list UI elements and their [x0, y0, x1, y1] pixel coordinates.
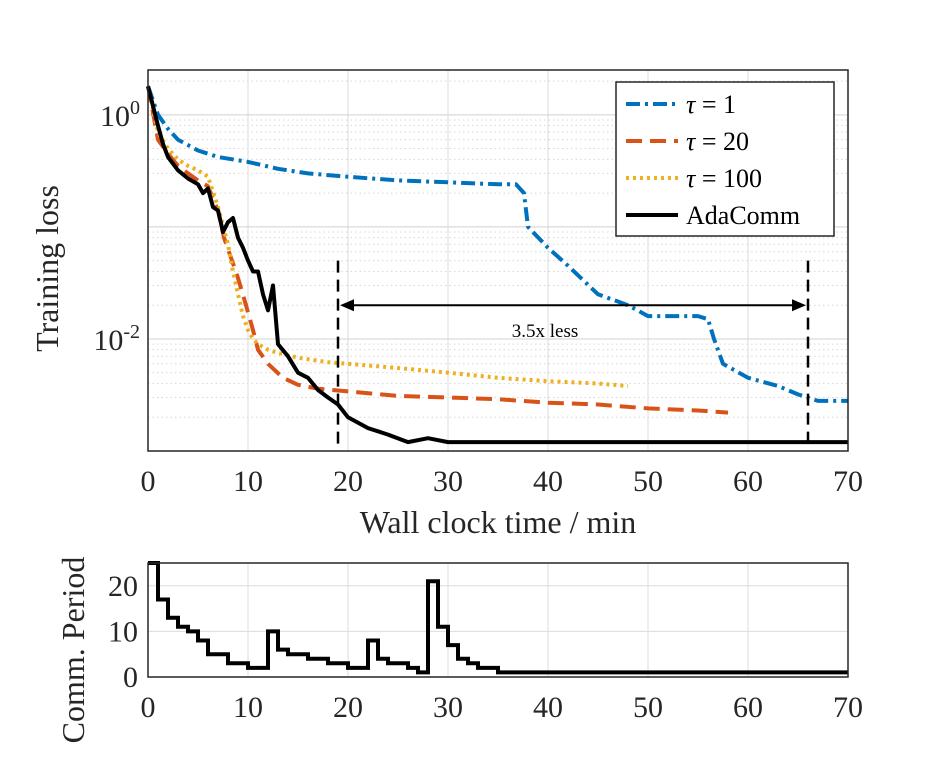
top-y-tick: 100	[100, 97, 140, 133]
legend-label-1: τ = 20	[686, 127, 749, 156]
bottom-y-tick-20: 20	[108, 570, 138, 603]
legend: τ = 1 τ = 20 τ = 100 AdaComm	[615, 81, 835, 237]
legend-label-3: AdaComm	[686, 201, 800, 230]
top-x-tick-70: 70	[833, 465, 863, 498]
annotation-text: 3.5x less	[512, 321, 579, 342]
bottom-x-tick-0: 0	[141, 691, 156, 724]
top-x-tick-50: 50	[633, 465, 663, 498]
top-x-tick-40: 40	[533, 465, 563, 498]
series-line-1	[146, 85, 729, 415]
annotation-arrow-head-right	[792, 299, 806, 312]
bottom-x-tick-50: 50	[633, 691, 663, 724]
bottom-x-tick-40: 40	[533, 691, 563, 724]
top-series-group	[146, 85, 848, 445]
top-x-tick-0: 0	[141, 465, 156, 498]
series-line-2	[146, 85, 629, 388]
bottom-plot-frame	[147, 562, 849, 678]
annotation-arrow-head-left	[340, 299, 354, 312]
legend-label-2: τ = 100	[686, 164, 762, 193]
top-x-tick-60: 60	[733, 465, 763, 498]
top-x-tick-20: 20	[333, 465, 363, 498]
bottom-y-axis-label: Comm. Period	[55, 557, 91, 744]
bottom-series-group	[148, 561, 848, 675]
series-line-0	[146, 85, 848, 403]
top-y-tick: 10-2	[93, 321, 140, 357]
bottom-tick-labels: 0 10 20 30 40 50 60 70 0 10 20	[108, 570, 863, 724]
bottom-x-tick-70: 70	[833, 691, 863, 724]
legend-label-0: τ = 1	[686, 90, 736, 119]
bottom-y-tick-0: 0	[123, 661, 138, 694]
top-x-axis-label: Wall clock time / min	[360, 504, 636, 540]
top-y-axis-label: Training loss	[29, 185, 65, 352]
top-x-tick-10: 10	[233, 465, 263, 498]
bottom-x-tick-60: 60	[733, 691, 763, 724]
bottom-x-tick-20: 20	[333, 691, 363, 724]
series-line-3	[146, 85, 848, 445]
bottom-y-tick-10: 10	[108, 615, 138, 648]
top-tick-labels: 0 10 20 30 40 50 60 70 100 10-2	[93, 97, 863, 498]
bottom-x-tick-10: 10	[233, 691, 263, 724]
top-x-tick-30: 30	[433, 465, 463, 498]
top-plot: 3.5x less 0 10 20 30 40 50 60 70 100 10-2 Wall cl…	[29, 69, 863, 540]
bottom-x-tick-30: 30	[433, 691, 463, 724]
comm-period-line	[148, 561, 848, 675]
speedup-annotation: 3.5x less	[336, 260, 810, 451]
top-plot-frame	[147, 69, 849, 452]
bottom-grid	[148, 563, 848, 677]
legend-box	[615, 81, 835, 237]
bottom-plot: 0 10 20 30 40 50 60 70 0 10 20 Comm. Period	[55, 557, 863, 744]
